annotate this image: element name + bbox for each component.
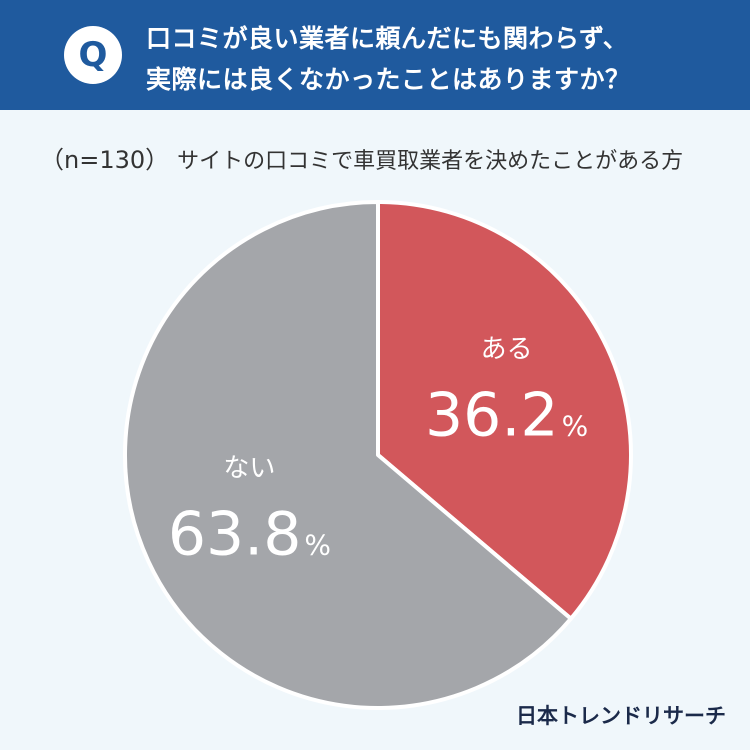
question-badge: Q: [64, 26, 122, 84]
question-header: Q 口コミが良い業者に頼んだにも関わらず、 実際には良くなかったことはありますか…: [0, 0, 750, 110]
question-line-1: 口コミが良い業者に頼んだにも関わらず、: [146, 24, 629, 53]
pie-slice-1: [376, 200, 633, 621]
chart-subtitle: （n=130） サイトの口コミで車買取業者を決めたことがある方: [40, 140, 683, 175]
sample-size: （n=130）: [40, 146, 170, 174]
brand-logo: 日本トレンドリサーチ: [516, 704, 726, 728]
question-line-2: 実際には良くなかったことはありますか？: [146, 65, 631, 94]
slice-value-2: 63.8%: [168, 500, 331, 570]
respondent-description: サイトの口コミで車買取業者を決めたことがある方: [177, 149, 684, 174]
slice-label-1: ある: [481, 334, 533, 364]
pie-slice-2: [123, 200, 573, 710]
slice-label-2: ない: [223, 454, 275, 484]
slice-value-1: 36.2%: [425, 380, 588, 450]
